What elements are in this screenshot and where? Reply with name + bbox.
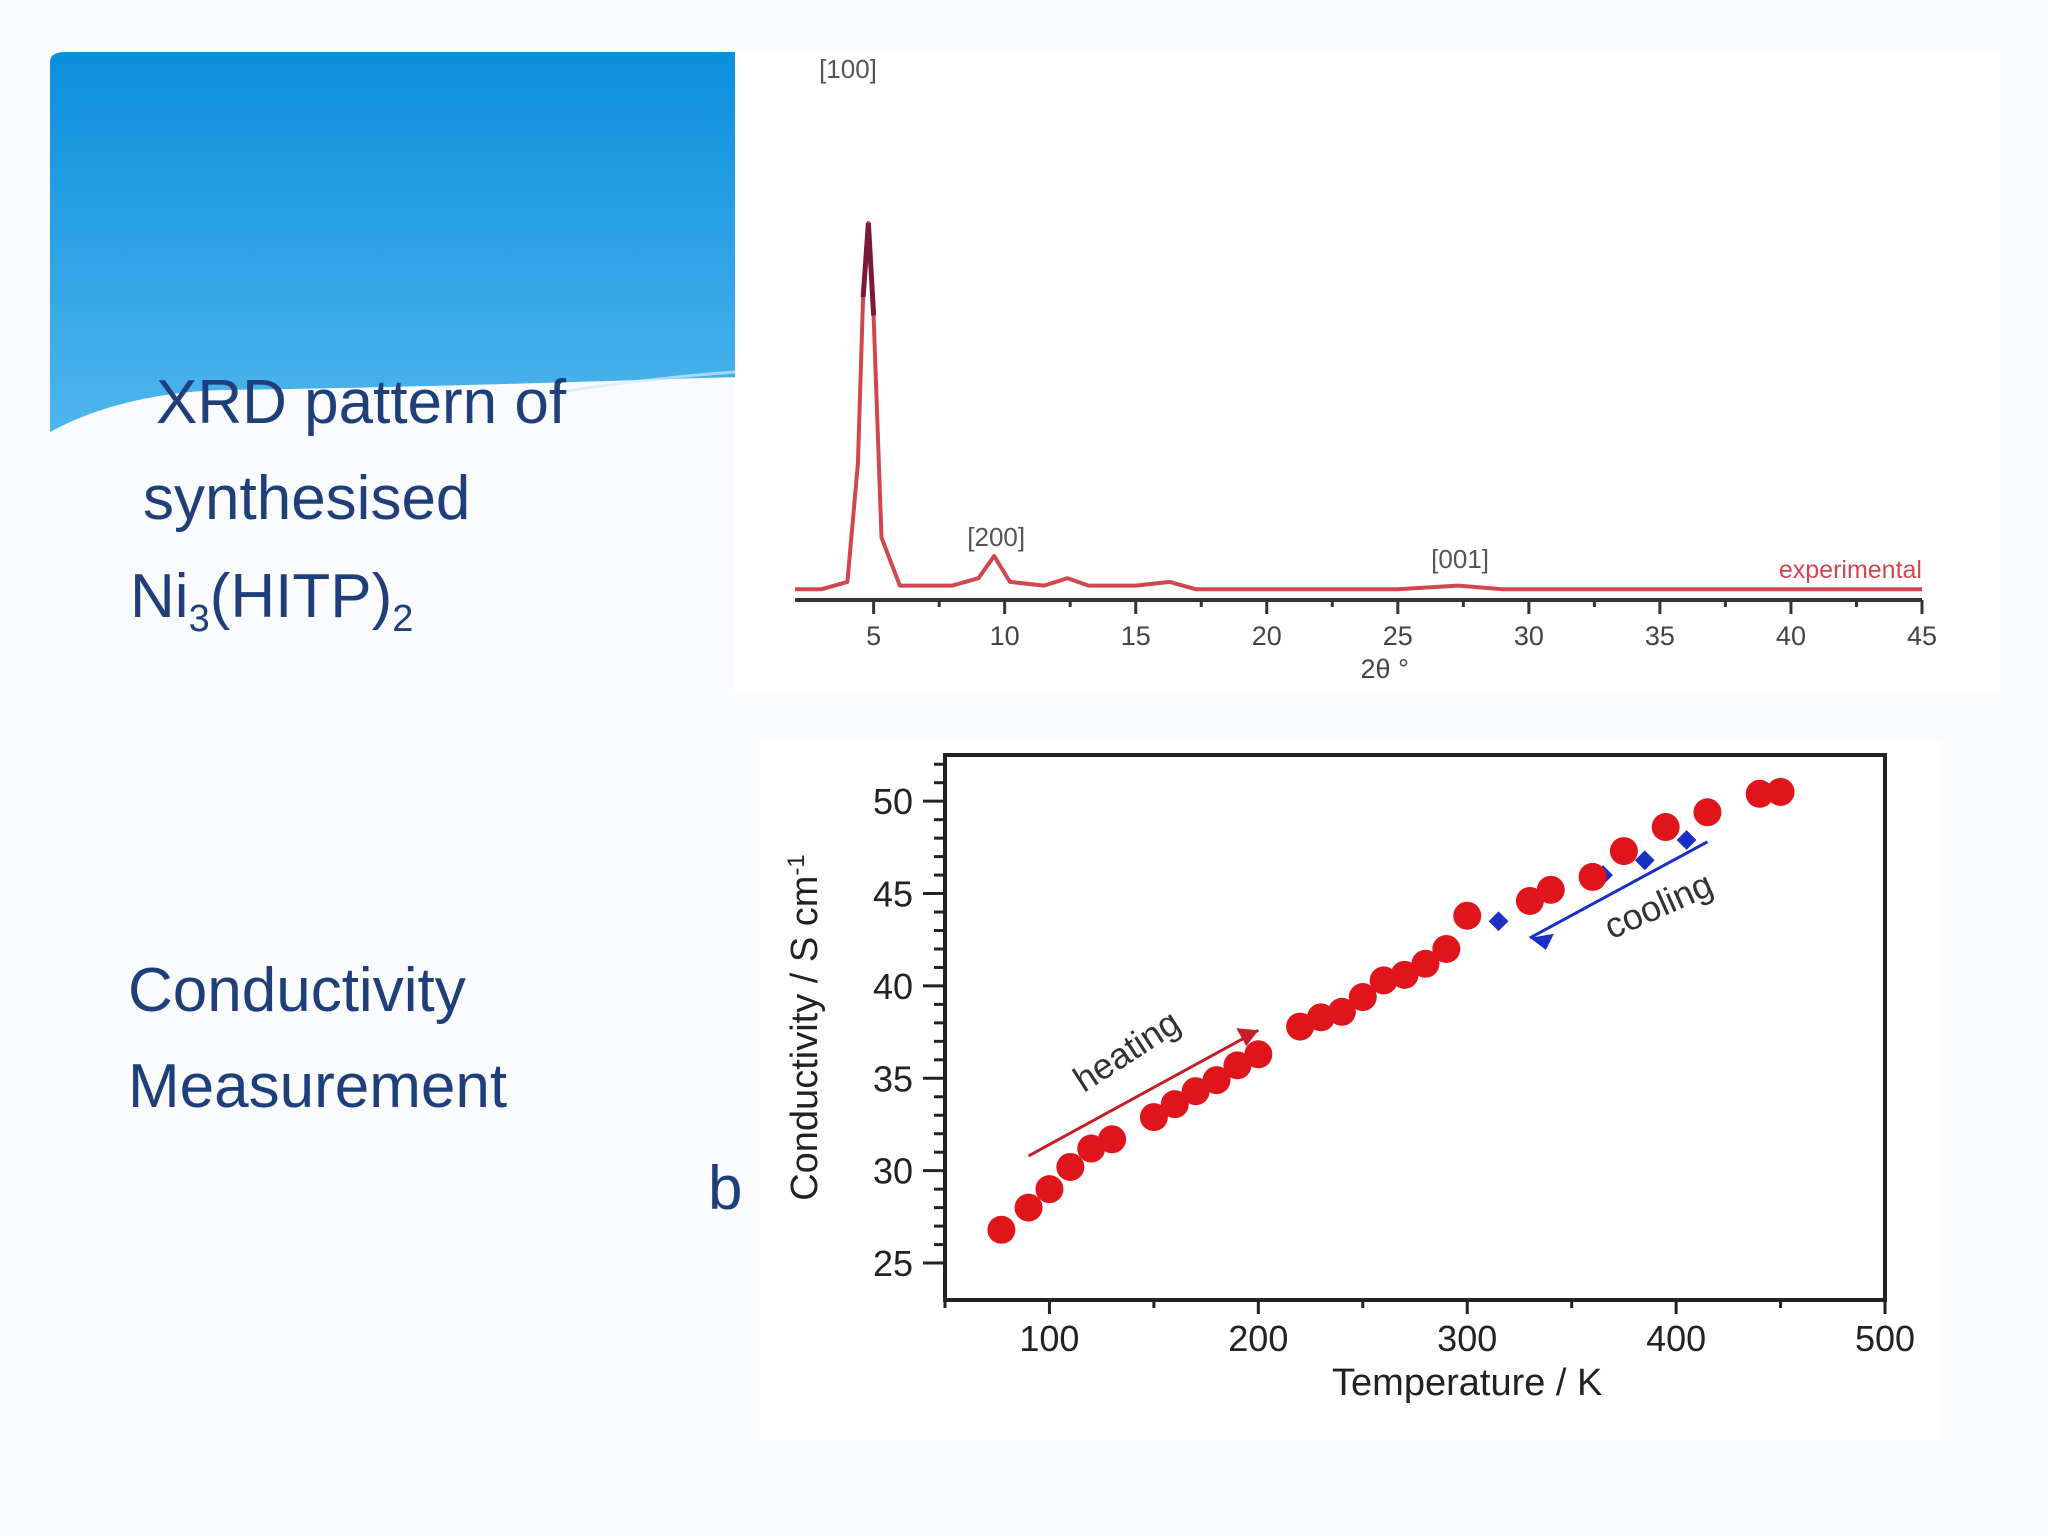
xrd-x-tick-label: 10 (990, 621, 1020, 651)
xrd-x-tick-label: 20 (1252, 621, 1282, 651)
xrd-x-tick-label: 15 (1121, 621, 1151, 651)
cooling-arrowhead (1529, 933, 1554, 950)
cond-plot-background (760, 740, 1940, 1440)
heating-point (1202, 1066, 1231, 1095)
xrd-series-experimental (795, 221, 1922, 592)
xrd-x-tick-label: 25 (1383, 621, 1413, 651)
heating-point (1348, 983, 1377, 1012)
formula-ni: Ni (130, 562, 189, 631)
xrd-peak-label: [100] (819, 54, 877, 84)
heating-point (987, 1215, 1016, 1244)
cond-x-tick-label: 300 (1437, 1318, 1497, 1359)
cooling-point (1488, 911, 1509, 932)
heating-point (1766, 777, 1795, 806)
cond-y-axis-label: Conductivity / S cm-1 (783, 854, 827, 1201)
cooling-point (1634, 850, 1655, 871)
xrd-x-tick-label: 45 (1907, 621, 1937, 651)
xrd-caption: XRD pattern of (156, 372, 566, 434)
heating-point (1077, 1134, 1106, 1163)
heating-point (1160, 1090, 1189, 1119)
xrd-x-tick-label: 5 (866, 621, 881, 651)
heating-point (1515, 886, 1544, 915)
xrd-chart: 5 10 15 20 25 30 35 40 45 2θ ° [100] [200] [001] expe… (735, 52, 2000, 692)
stray-letter: b (708, 1158, 742, 1220)
cond-x-tick-label: 400 (1646, 1318, 1706, 1359)
formula-sub-2: 2 (392, 598, 414, 640)
heating-point (1453, 901, 1482, 930)
banner-wave-highlight (559, 370, 736, 394)
xrd-peak-label: [200] (967, 522, 1025, 552)
xrd-caption-line2-wrap: synthesised (143, 468, 470, 530)
heating-point (1651, 813, 1680, 842)
heating-point (1578, 862, 1607, 891)
xrd-x-tick-label: 30 (1514, 621, 1544, 651)
heating-arrow (1027, 1028, 1260, 1158)
measurement-label: Measurement (128, 1052, 508, 1121)
heating-arrowhead (1236, 1028, 1259, 1047)
heating-point (1139, 1103, 1168, 1132)
heating-point (1745, 779, 1774, 808)
xrd-legend-experimental: experimental (1779, 556, 1922, 584)
xrd-caption-line1: XRD pattern of (156, 368, 567, 437)
heating-point (1390, 960, 1419, 989)
heating-point (1609, 837, 1638, 866)
heating-point (1432, 934, 1461, 963)
cond-y-tick-label: 35 (873, 1058, 913, 1099)
heating-point (1327, 997, 1356, 1026)
cooling-point (1676, 830, 1697, 850)
xrd-x-tick-label: 35 (1645, 621, 1675, 651)
cond-y-tick-label: 45 (873, 874, 913, 915)
conductivity-chart: 25 30 35 40 45 50 100 200 300 400 500 Temperature /… (760, 740, 1940, 1440)
conductivity-label: Conductivity (128, 956, 466, 1025)
heating-point (1098, 1125, 1127, 1154)
stray-letter-text: b (708, 1154, 743, 1223)
heating-point (1035, 1175, 1064, 1204)
cond-x-tick-label: 100 (1019, 1318, 1079, 1359)
xrd-peak-overlay (860, 222, 877, 316)
xrd-caption-line2: synthesised (143, 464, 471, 533)
cond-plot-frame (943, 753, 1887, 1302)
formula-sub-3: 3 (188, 598, 210, 640)
conductivity-caption-line2: Measurement (128, 1056, 507, 1118)
heating-point (1223, 1051, 1252, 1080)
cond-x-axis-label: Temperature / K (1332, 1362, 1602, 1404)
cond-y-tick-label: 50 (873, 781, 913, 822)
xrd-x-axis-label: 2θ ° (1361, 654, 1409, 684)
cooling-arrow (1529, 840, 1709, 940)
cond-x-tick-label: 500 (1855, 1318, 1915, 1359)
xrd-x-tick-label: 40 (1776, 621, 1806, 651)
cond-y-axis-label-superscript: -1 (783, 854, 810, 875)
cond-y-tick-label: 40 (873, 966, 913, 1007)
heating-point (1056, 1152, 1085, 1181)
cond-y-tick-label: 30 (873, 1151, 913, 1192)
heating-point (1014, 1193, 1043, 1222)
conductivity-caption-line1: Conductivity (128, 960, 466, 1022)
heating-point (1181, 1077, 1210, 1106)
xrd-plot-background (735, 52, 2000, 692)
xrd-formula: Ni3(HITP)2 (130, 566, 413, 639)
heating-point (1286, 1012, 1315, 1041)
xrd-peak-label: [001] (1431, 544, 1489, 574)
heating-point (1244, 1040, 1273, 1069)
formula-hitp: (HITP) (209, 562, 393, 631)
cond-x-tick-label: 200 (1228, 1318, 1288, 1359)
cond-y-tick-label: 25 (873, 1243, 913, 1284)
heating-point (1411, 949, 1440, 978)
heating-point (1536, 875, 1565, 904)
heating-point (1693, 798, 1722, 827)
